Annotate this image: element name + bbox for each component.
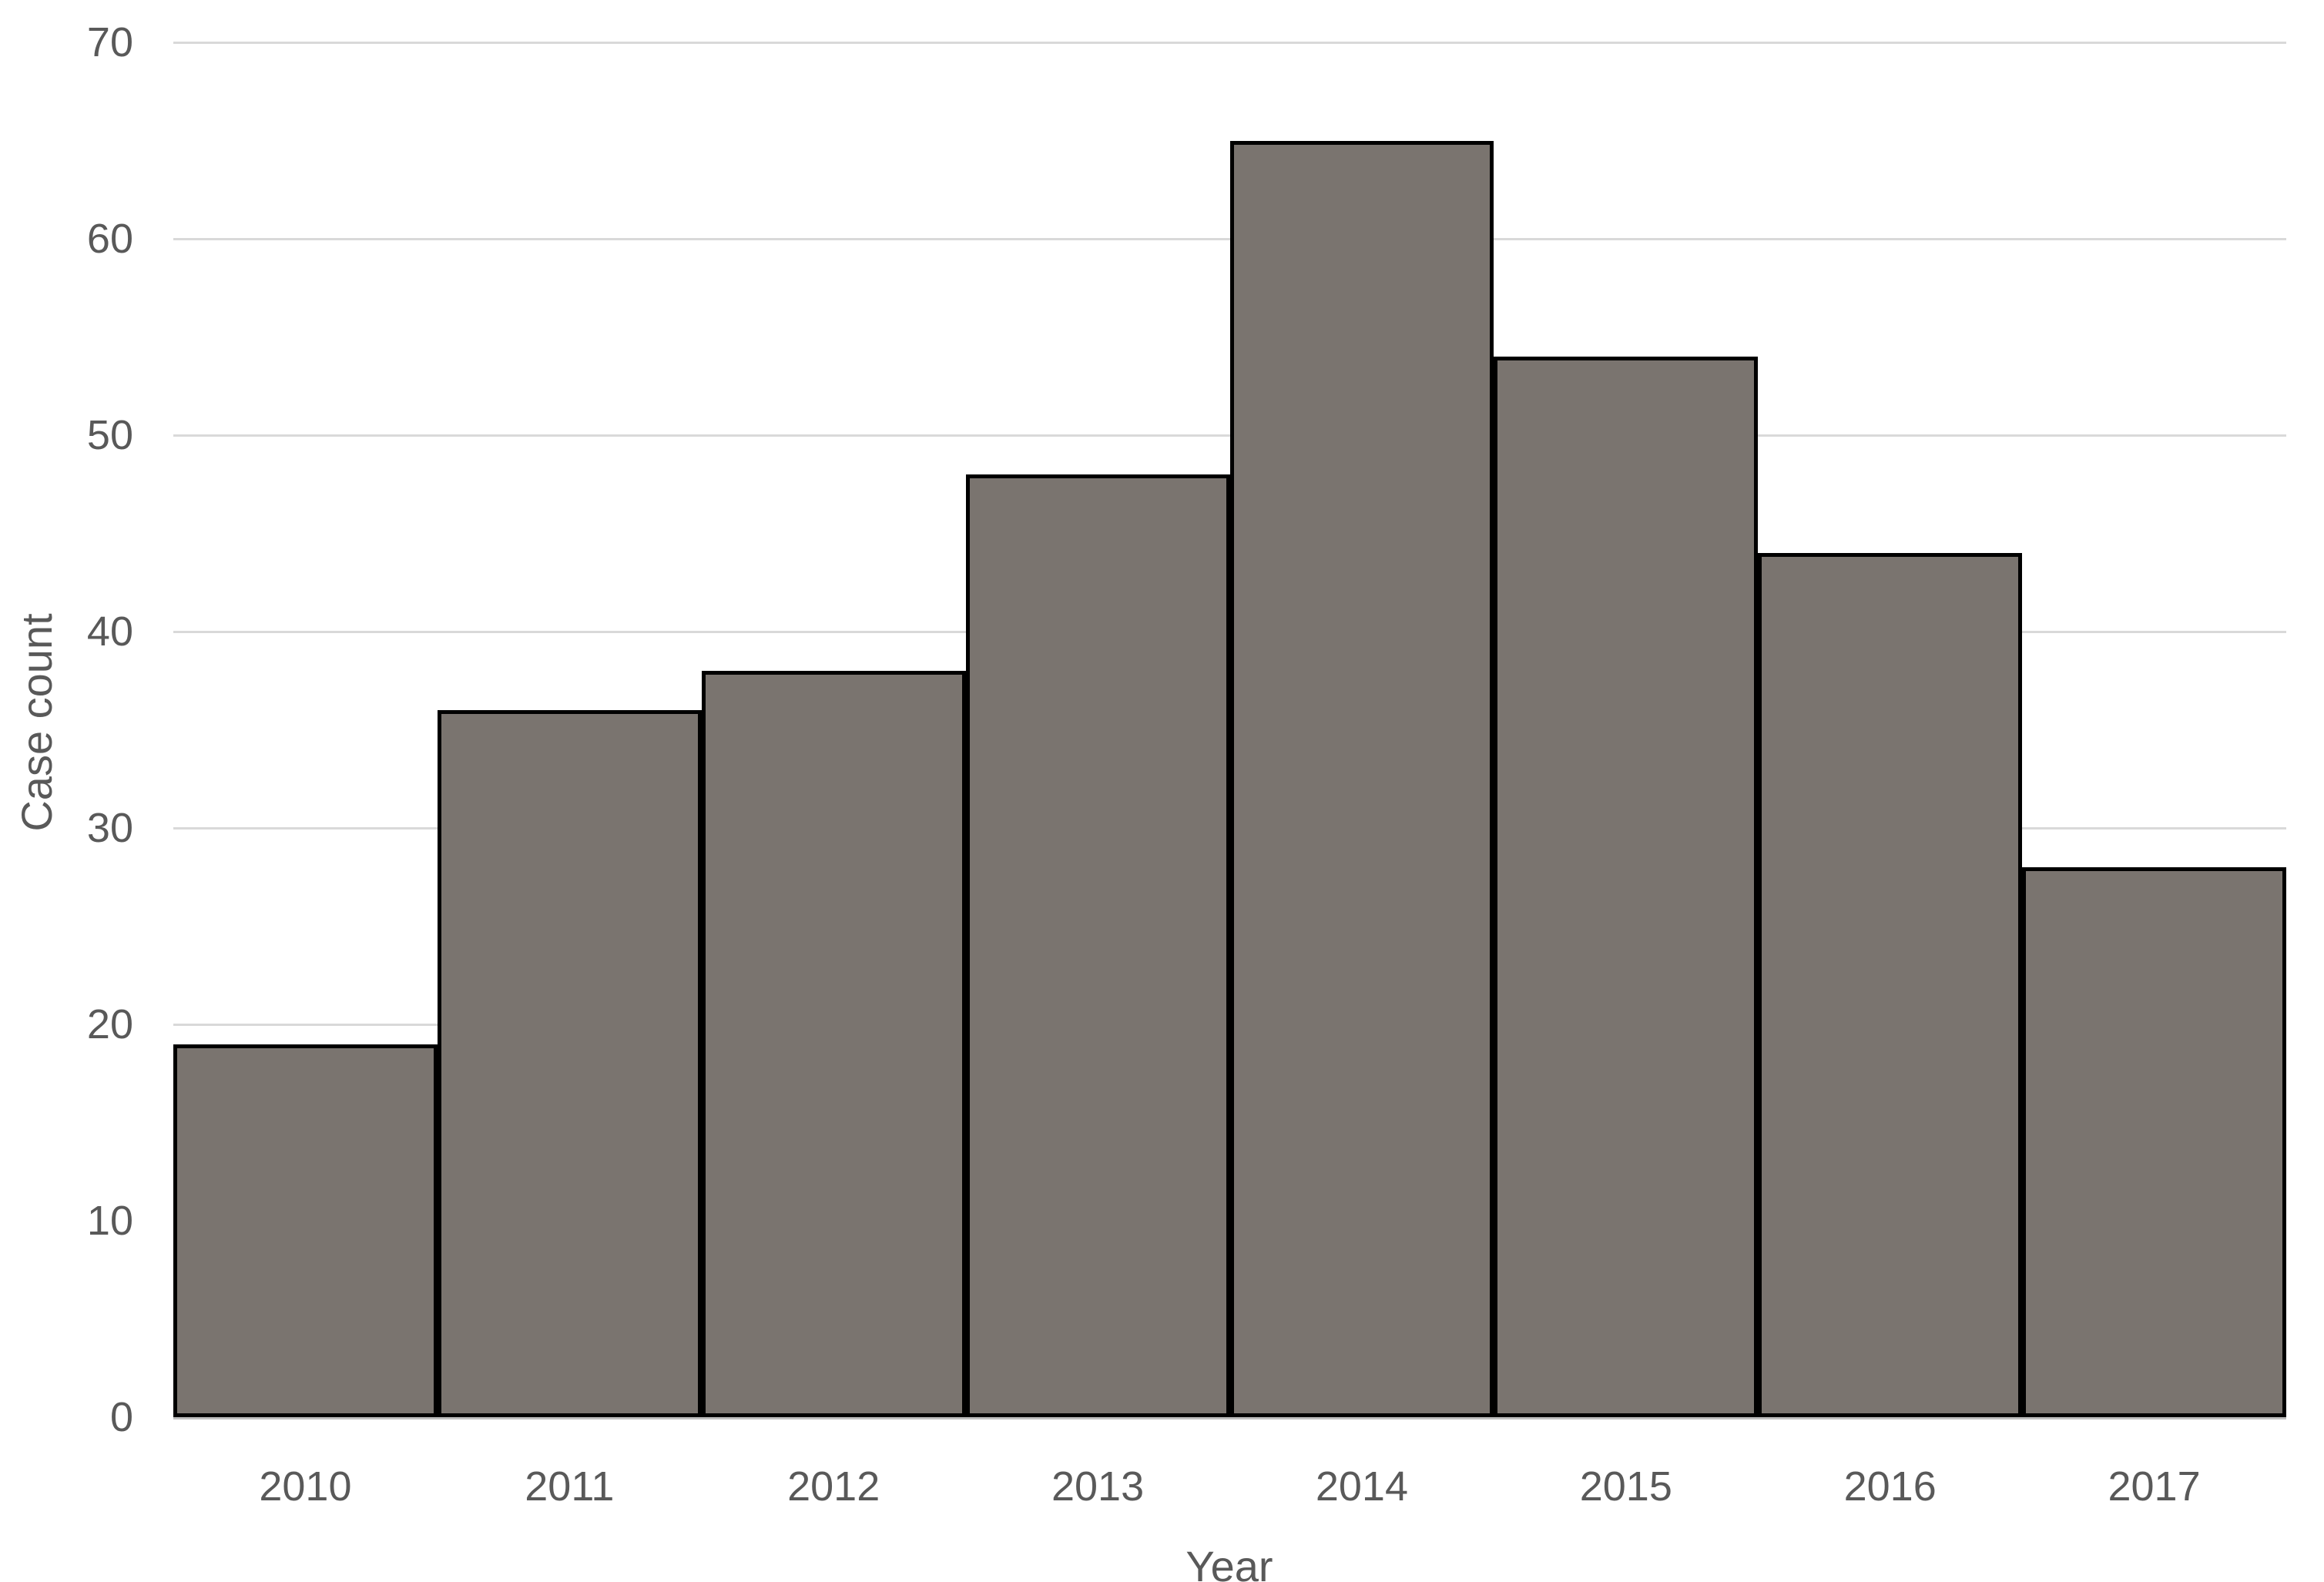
bar-2013 [965,474,1230,1417]
x-tick-label-2016: 2016 [1843,1463,1937,1510]
y-tick-label-20: 20 [86,1001,133,1047]
y-tick-label-60: 60 [86,216,133,262]
x-tick-label-2012: 2012 [787,1463,880,1510]
gridline-y-70 [173,41,2286,44]
bar-2011 [437,710,702,1417]
y-tick-label-70: 70 [86,19,133,65]
bar-2015 [1494,357,1759,1417]
bar-2012 [701,671,966,1417]
y-tick-label-50: 50 [86,412,133,458]
bar-2017 [2022,867,2286,1417]
y-tick-label-40: 40 [86,608,133,655]
y-tick-label-30: 30 [86,805,133,851]
x-axis-title: Year [1185,1542,1273,1582]
x-tick-label-2013: 2013 [1051,1463,1145,1510]
bar-2014 [1229,140,1494,1417]
y-tick-label-10: 10 [86,1198,133,1244]
x-tick-label-2010: 2010 [259,1463,352,1510]
y-tick-label-0: 0 [109,1394,133,1440]
x-tick-label-2017: 2017 [2108,1463,2201,1510]
x-axis-line [173,1417,2286,1419]
bar-2016 [1758,553,2023,1417]
bar-2010 [173,1044,438,1417]
x-tick-label-2015: 2015 [1579,1463,1672,1510]
x-tick-label-2014: 2014 [1315,1463,1408,1510]
x-tick-label-2011: 2011 [525,1463,615,1510]
